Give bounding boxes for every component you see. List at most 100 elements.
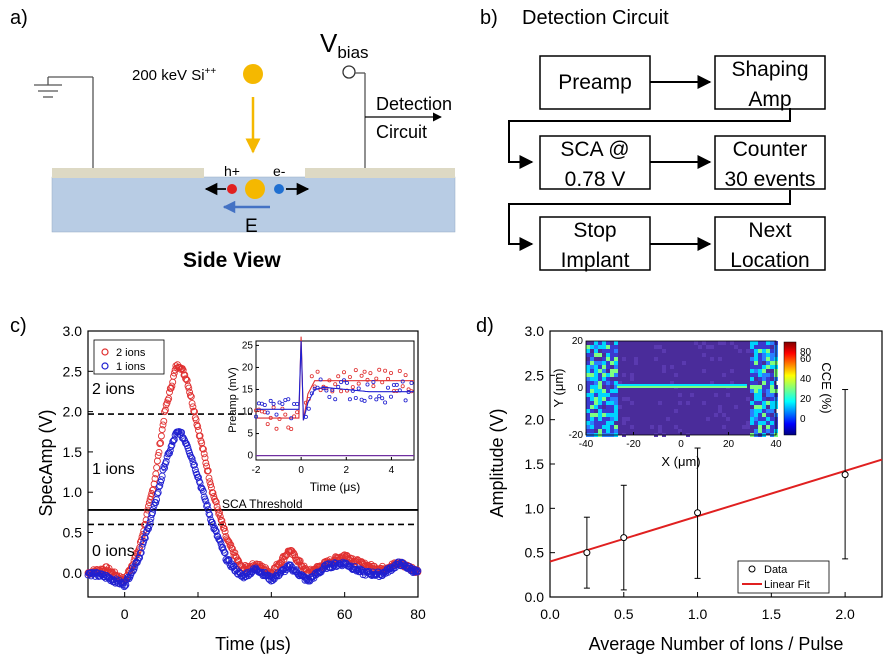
- heatmap-cell: [610, 401, 614, 405]
- heatmap-cell: [746, 425, 750, 429]
- data-point: [202, 497, 210, 505]
- heatmap-cell: [594, 349, 598, 353]
- heatmap-cell: [586, 377, 590, 381]
- heatmap-cell: [586, 401, 590, 405]
- data-point: [210, 492, 218, 500]
- heatmap-cell: [746, 349, 750, 353]
- inset-y-tick-label: 20: [572, 336, 584, 347]
- y-tick-label: 0.5: [63, 525, 83, 541]
- heatmap-cell: [594, 425, 598, 429]
- data-point: [152, 499, 160, 507]
- inset-fit-line: [256, 336, 414, 421]
- heatmap-cell: [762, 357, 766, 361]
- inset-data-point: [268, 398, 273, 403]
- inset-data-point: [253, 414, 258, 419]
- heatmap-cell: [734, 345, 738, 349]
- inset-c-frame: [255, 340, 415, 461]
- data-point: [160, 417, 168, 425]
- heatmap-cell: [614, 401, 618, 405]
- heatmap-cell: [706, 417, 710, 421]
- data-point: [153, 490, 161, 498]
- data-point: [341, 560, 348, 568]
- heatmap-cell: [614, 353, 618, 357]
- inset-data-point: [274, 412, 279, 417]
- heatmap-cell: [610, 361, 614, 365]
- data-point: [157, 432, 165, 440]
- heatmap-cell: [670, 365, 674, 369]
- heatmap-cell: [766, 413, 770, 417]
- flow-arrow-4: [508, 190, 791, 251]
- heatmap-cell: [674, 409, 678, 413]
- heatmap-cell: [598, 413, 602, 417]
- heatmap-cell: [614, 349, 618, 353]
- heatmap-cell: [710, 381, 714, 385]
- inset-fit-line: [256, 340, 414, 421]
- heatmap-cell: [702, 369, 706, 373]
- data-point: [153, 457, 161, 465]
- heatmap-cell: [758, 369, 762, 373]
- heatmap-cell: [606, 357, 610, 361]
- y-tick-label: 0.0: [63, 565, 83, 581]
- heatmap-cell: [758, 413, 762, 417]
- inset-data-point: [388, 370, 393, 375]
- data-point: [165, 395, 173, 403]
- inset-y-tick-label: 5: [247, 429, 253, 440]
- inset-data-point: [400, 384, 405, 389]
- inset-data-point: [385, 385, 390, 390]
- heatmap-cell: [614, 417, 618, 421]
- heatmap-cell: [750, 345, 754, 349]
- heatmap-cell: [586, 413, 590, 417]
- data-point: [170, 372, 177, 380]
- heatmap-cell: [630, 377, 634, 381]
- heatmap-cell: [762, 353, 766, 357]
- heatmap-cell: [770, 353, 774, 357]
- heatmap-cell: [610, 393, 614, 397]
- heatmap-cell: [590, 421, 594, 425]
- heatmap-cell: [750, 385, 754, 389]
- inset-data-point: [280, 406, 285, 411]
- y-tick-label: 0.0: [525, 589, 545, 605]
- heatmap-cell: [590, 385, 594, 389]
- heatmap-cell: [750, 421, 754, 425]
- heatmap-cell: [602, 397, 606, 401]
- inset-y-tick-label: 25: [242, 340, 254, 351]
- heatmap-cell: [770, 409, 774, 413]
- heatmap-cell: [594, 389, 598, 393]
- heatmap-cell: [750, 357, 754, 361]
- heatmap-cell: [618, 405, 622, 409]
- legend-label-data: Data: [764, 564, 788, 576]
- heatmap-cell: [594, 381, 598, 385]
- heatmap-cell: [606, 425, 610, 429]
- heatmap-cell: [730, 381, 734, 385]
- inset-x-tick-label: -40: [579, 439, 594, 450]
- heatmap-cell: [594, 361, 598, 365]
- data-point: [186, 392, 194, 399]
- heatmap-cell: [610, 405, 614, 409]
- heatmap-cell: [610, 373, 614, 377]
- inset-data-point: [388, 394, 393, 399]
- data-point: [209, 521, 217, 529]
- heatmap-cell: [598, 361, 602, 365]
- plot-c-series: [84, 361, 422, 591]
- heatmap-cell: [674, 373, 678, 377]
- inset-data-point: [344, 388, 349, 393]
- heatmap-cell: [590, 393, 594, 397]
- heatmap-cell: [762, 389, 766, 393]
- data-point: [182, 375, 190, 383]
- data-point: [149, 485, 157, 493]
- heatmap-cell: [754, 345, 758, 349]
- heatmap-cell: [610, 381, 614, 385]
- inset-series-2-ions: [253, 336, 414, 431]
- inset-y-tick-label: 15: [242, 384, 254, 395]
- heatmap-cell: [602, 401, 606, 405]
- heatmap-cell: [598, 365, 602, 369]
- heatmap-cell: [770, 425, 774, 429]
- inset-data-point: [356, 386, 361, 391]
- heatmap-cell: [606, 381, 610, 385]
- heatmap-cell: [754, 405, 758, 409]
- panel-a-letter: a): [10, 7, 28, 29]
- heatmap-cell: [754, 401, 758, 405]
- heatmap-cell: [754, 361, 758, 365]
- heatmap-cell: [614, 365, 618, 369]
- heatmap-cell: [758, 409, 762, 413]
